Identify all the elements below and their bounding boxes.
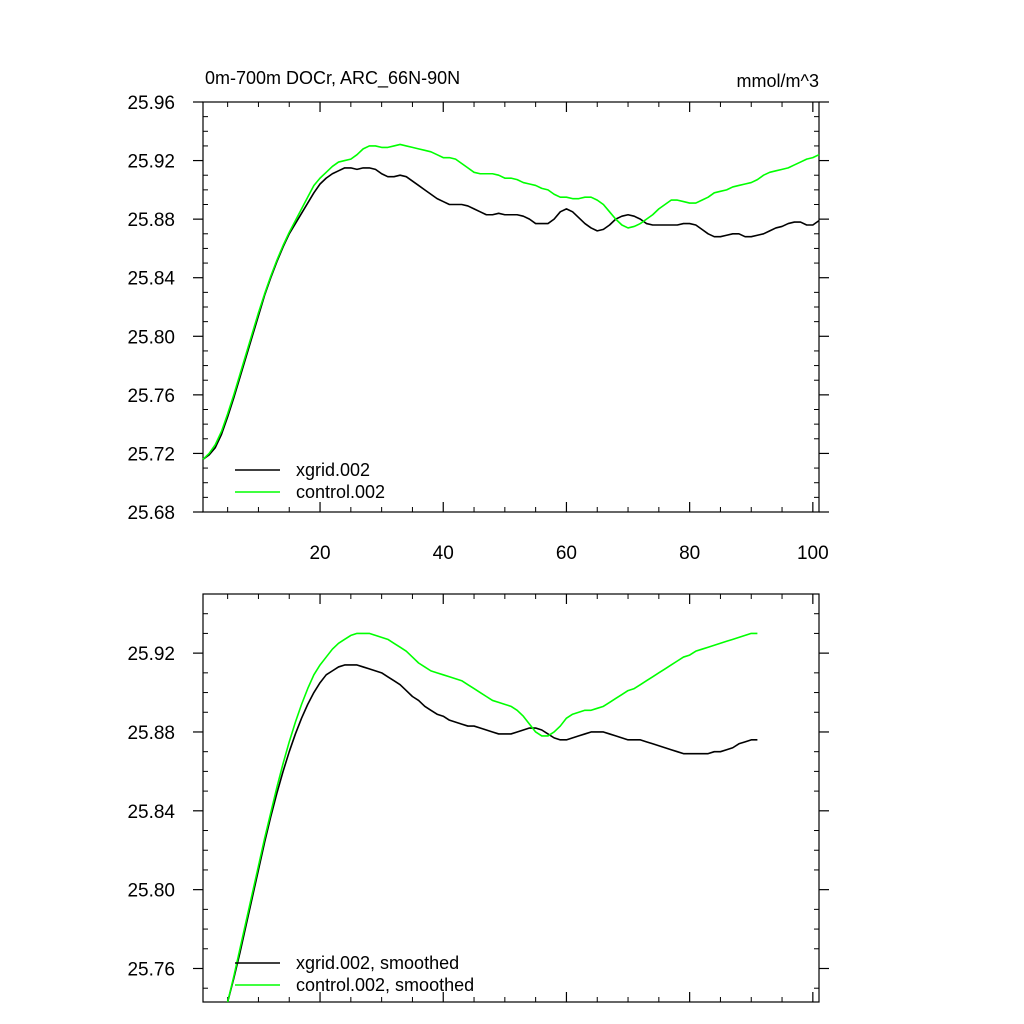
series-line-xgrid-002-smoothed: [226, 664, 758, 1003]
plot-frame: [202, 593, 820, 1003]
legend-label: control.002, smoothed: [296, 975, 474, 995]
y-tick-label: 25.80: [127, 327, 175, 348]
legend-label: xgrid.002, smoothed: [296, 953, 459, 973]
x-tick-label: 60: [556, 543, 577, 564]
y-tick-label: 25.96: [127, 93, 175, 114]
plot-frame: [202, 101, 820, 513]
x-tick-label: 100: [797, 543, 829, 564]
y-tick-label: 25.88: [127, 210, 175, 231]
legend-label: control.002: [296, 482, 385, 502]
y-tick-label: 25.88: [127, 723, 175, 744]
y-tick-label: 25.84: [127, 802, 175, 823]
y-tick-label: 25.76: [127, 386, 175, 407]
series-line-control-002: [202, 143, 820, 460]
y-tick-label: 25.72: [127, 444, 175, 465]
series-line-control-002-smoothed: [226, 632, 758, 1003]
y-tick-label: 25.92: [127, 152, 175, 173]
x-tick-label: 20: [309, 543, 330, 564]
units-label: mmol/m^3: [737, 71, 819, 91]
series-line-xgrid-002: [202, 167, 820, 460]
legend-label: xgrid.002: [296, 460, 370, 480]
y-tick-label: 25.84: [127, 269, 175, 290]
top-panel: 20 40 60 80 100 25.68 25.72 25.76 25.80 25.84 25.8…: [127, 68, 829, 564]
y-tick-label: 25.68: [127, 503, 175, 524]
y-tick-label: 25.80: [127, 881, 175, 902]
x-tick-label: 40: [433, 543, 454, 564]
bottom-panel: 25.76 25.80 25.84 25.88 25.92 xgrid.002, smoo…: [127, 593, 829, 1003]
chart-title: 0m-700m DOCr, ARC_66N-90N: [205, 68, 460, 89]
x-tick-label: 80: [679, 543, 700, 564]
y-tick-label: 25.92: [127, 644, 175, 665]
y-tick-label: 25.76: [127, 959, 175, 980]
